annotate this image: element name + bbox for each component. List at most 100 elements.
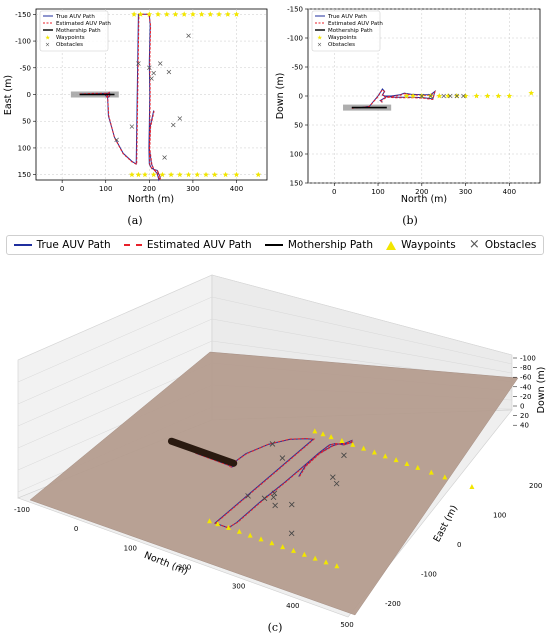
legend-wp-label: Waypoints: [328, 35, 357, 41]
waypoint-star: [211, 171, 218, 178]
y-axis-label: East (m): [3, 75, 14, 115]
obstacle-marker: [271, 490, 278, 497]
y-tick-label: -150: [15, 11, 31, 19]
y-tick-label: 150: [18, 171, 31, 179]
y-tick-label: 0: [27, 91, 31, 99]
y-tick-label: -50: [292, 64, 303, 72]
waypoint-triangle: [404, 461, 410, 467]
obstacle-marker: [448, 93, 453, 99]
y-tick-label: -50: [20, 64, 31, 72]
waypoint-triangle: [215, 521, 221, 527]
ticks: 0 100 200 300 400 -150 -100 -50 0 50 100 150: [287, 6, 516, 197]
grid-line-left: [17, 318, 213, 405]
waypoint-star: [462, 93, 469, 99]
waypoint-star: [495, 93, 502, 99]
obstacles-layer: [114, 33, 191, 160]
x-tick-label: 0: [60, 185, 64, 193]
ticks: 0 100 200 300 400 -150 -100 -50 0 50 100 150: [15, 11, 243, 193]
waypoint-star: [403, 93, 410, 99]
obstacle-marker: [261, 495, 268, 502]
z-tick-label: -20: [520, 393, 531, 401]
x-tick-label: 100: [371, 188, 384, 196]
legend-true-label: True AUV Path: [55, 14, 95, 20]
y-tick-label: 50: [294, 122, 303, 130]
x-axis-label: North (m): [401, 194, 447, 205]
waypoint-star: [129, 171, 135, 178]
y-tick-label: -100: [421, 571, 437, 579]
waypoint-triangle: [469, 484, 475, 490]
x-tick-label: -100: [14, 506, 30, 514]
obstacle-marker: [149, 76, 154, 81]
grid-line-back: [211, 318, 513, 374]
waypoint-star: [159, 171, 166, 178]
waypoints-layer: [207, 428, 475, 569]
obstacle-marker: [162, 155, 167, 160]
waypoint-triangle: [280, 544, 286, 550]
obstacle-marker: [269, 441, 276, 447]
obstacle-marker: [166, 69, 172, 75]
x-axis-label: North (m): [128, 194, 174, 205]
waypoint-triangle: [258, 536, 264, 542]
x-tick-label: 200: [415, 188, 428, 196]
legend-true-label: True AUV Path: [327, 14, 367, 20]
seafloor-plane: [29, 351, 519, 616]
waypoint-star: [207, 11, 214, 17]
obstacle-marker: [114, 137, 119, 143]
true-path-swatch: [13, 244, 32, 246]
waypoint-star: [528, 90, 535, 96]
y-tick-label: -150: [287, 6, 303, 14]
estimated-auv-path-line: [79, 13, 162, 182]
ticks: -1000100200300400500-200-1000100200-100-…: [14, 355, 542, 630]
waypoint-triangle: [393, 457, 399, 463]
panel-label-b: (b): [402, 214, 418, 227]
z-tick-label: -40: [520, 383, 531, 391]
legend-label: True AUV Path: [36, 239, 111, 251]
z-tick-label: -100: [520, 355, 536, 363]
x-tick-label: 200: [178, 564, 191, 572]
obstacle-marker: [341, 452, 347, 459]
legend-label: Mothership Path: [287, 239, 373, 251]
waypoint-star: [233, 11, 240, 17]
obstacle-marker: [272, 502, 278, 509]
obstacle-marker: [461, 93, 466, 99]
waypoint-triangle: [207, 518, 213, 524]
obstacles-layer: [245, 441, 347, 537]
z-tick-label: -80: [520, 364, 531, 372]
z-tick-label: -60: [520, 374, 531, 382]
obstacle-x-icon: ×: [468, 237, 480, 252]
legend-b: True AUV Path Estimated AUV Path Mothers…: [311, 10, 383, 52]
waypoint-star: [168, 171, 174, 178]
waypoint-triangle: [226, 524, 231, 530]
x-tick-label: 300: [232, 583, 245, 591]
legend-frame: [39, 10, 109, 52]
waypoint-triangle: [312, 555, 318, 561]
obstacle-marker: [428, 93, 433, 99]
x-tick-label: 400: [503, 188, 516, 196]
y-tick-label: -100: [287, 35, 303, 43]
legend-wp-label: Waypoints: [56, 35, 85, 41]
series-layer: [79, 13, 162, 182]
waypoint-triangle: [247, 532, 253, 538]
waypoint-star: [233, 171, 240, 178]
waypoint-star: [146, 11, 153, 17]
waypoint-star: [506, 93, 513, 99]
x-tick-label: 400: [230, 185, 243, 193]
obstacle-marker: [147, 65, 152, 71]
series-layer: [167, 437, 354, 529]
legend-item-estimated: Estimated AUV Path: [123, 239, 252, 251]
z-axis-label: Down (m): [536, 367, 547, 414]
waypoint-star: [216, 11, 222, 17]
legend-item-obstacles: × Obstacles: [468, 237, 536, 252]
waypoint-star: [194, 171, 201, 178]
waypoint-triangle: [334, 563, 340, 569]
grid-line-left: [17, 296, 213, 383]
x-tick-label: 400: [286, 602, 299, 610]
obstacle-marker: [288, 530, 295, 537]
x-tick-label: 100: [99, 185, 112, 193]
waypoint-star: [135, 171, 142, 178]
waypoint-triangle: [312, 428, 318, 434]
chart-north-down: 0 100 200 300 400 -150 -100 -50 0 50 100 150 True A…: [275, 6, 541, 227]
obstacle-marker: [245, 493, 251, 499]
waypoint-triangle: [442, 474, 448, 480]
waypoint-triangle: [428, 469, 434, 475]
